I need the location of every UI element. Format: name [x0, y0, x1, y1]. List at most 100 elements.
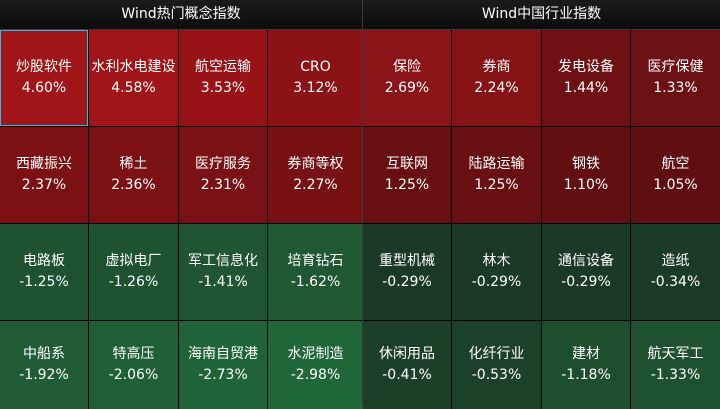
industry-tile-name: 通信设备: [558, 253, 614, 269]
industry-tile-change: 2.69%: [384, 80, 430, 96]
industry-tile[interactable]: 林木 -0.29%: [452, 224, 541, 320]
concept-tile-name: 水泥制造: [287, 346, 344, 362]
industry-tile-name: 航天军工: [647, 346, 704, 362]
concept-tile-change: -1.92%: [19, 367, 69, 383]
industry-tile[interactable]: 休闲用品 -0.41%: [363, 321, 451, 409]
concept-tile-change: 2.37%: [21, 177, 67, 193]
concept-tile[interactable]: 西藏振兴 2.37%: [0, 127, 88, 223]
concept-tile-change: -2.73%: [198, 367, 248, 383]
industry-tile-name: 陆路运输: [468, 156, 525, 172]
concept-tile-name: 航空运输: [195, 59, 251, 75]
concept-tile-name: 电路板: [23, 253, 65, 269]
industry-tile-name: 林木: [482, 253, 511, 269]
concept-tile[interactable]: 海南自贸港 -2.73%: [179, 321, 267, 409]
concept-tile-name: 中船系: [23, 346, 65, 362]
industry-tile-change: 2.24%: [474, 80, 519, 96]
concept-tile-name: 虚拟电厂: [105, 253, 162, 269]
industry-tile-change: -0.29%: [382, 274, 432, 290]
concept-tile-name: 西藏振兴: [16, 156, 72, 172]
concept-tile[interactable]: 炒股软件 4.60%: [0, 30, 88, 126]
concept-tile-change: 4.58%: [111, 80, 156, 96]
concept-tile[interactable]: 特高压 -2.06%: [89, 321, 178, 409]
industry-index-panel: Wind中国行业指数 保险 2.69% 券商 2.24% 发电设备 1.44% 医疗保健 1.…: [363, 0, 720, 409]
concept-tile[interactable]: 军工信息化 -1.41%: [179, 224, 267, 320]
industry-tile[interactable]: 医疗保健 1.33%: [631, 30, 720, 126]
industry-tile[interactable]: 通信设备 -0.29%: [542, 224, 630, 320]
concept-index-title: Wind热门概念指数: [0, 0, 362, 30]
industry-tile-name: 发电设备: [558, 59, 614, 75]
industry-tile-name: 钢铁: [572, 156, 600, 172]
industry-tile[interactable]: 钢铁 1.10%: [542, 127, 630, 223]
industry-tile-change: -0.29%: [561, 274, 611, 290]
industry-tile-name: 化纤行业: [468, 346, 525, 362]
concept-tile-name: 炒股软件: [16, 59, 72, 75]
concept-tile-change: 2.31%: [200, 177, 246, 193]
concept-tile[interactable]: 水利水电建设 4.58%: [89, 30, 178, 126]
concept-tile-change: -1.25%: [19, 274, 69, 290]
concept-tile[interactable]: 水泥制造 -2.98%: [268, 321, 363, 409]
industry-tile[interactable]: 保险 2.69%: [363, 30, 451, 126]
industry-tile-name: 造纸: [661, 253, 690, 269]
concept-index-panel: Wind热门概念指数 炒股软件 4.60% 水利水电建设 4.58% 航空运输 3.53%…: [0, 0, 363, 409]
concept-tile-name: 军工信息化: [188, 253, 258, 269]
industry-tile-change: 1.44%: [563, 80, 609, 96]
industry-tile-name: 休闲用品: [379, 346, 435, 362]
concept-tile-name: 特高压: [112, 346, 155, 362]
industry-tile[interactable]: 造纸 -0.34%: [631, 224, 720, 320]
concept-tile-name: 培育钻石: [287, 253, 344, 269]
industry-tile[interactable]: 化纤行业 -0.53%: [452, 321, 541, 409]
concept-tile[interactable]: 虚拟电厂 -1.26%: [89, 224, 178, 320]
industry-tile-change: 1.10%: [563, 177, 609, 193]
concept-tile[interactable]: CRO 3.12%: [268, 30, 363, 126]
industry-tile-name: 券商: [482, 59, 511, 75]
panel-divider: [362, 0, 363, 405]
concept-tile-change: 2.27%: [293, 177, 338, 193]
industry-tile[interactable]: 互联网 1.25%: [363, 127, 451, 223]
concept-tile[interactable]: 医疗服务 2.31%: [179, 127, 267, 223]
concept-tile[interactable]: 中船系 -1.92%: [0, 321, 88, 409]
industry-tile[interactable]: 券商 2.24%: [452, 30, 541, 126]
concept-tile[interactable]: 培育钻石 -1.62%: [268, 224, 363, 320]
industry-tile-change: -0.29%: [471, 274, 522, 290]
concept-tile-change: -1.41%: [198, 274, 248, 290]
industry-tile-change: 1.25%: [384, 177, 430, 193]
concept-tile-name: CRO: [300, 59, 331, 75]
concept-tile-change: -1.62%: [290, 274, 341, 290]
industry-tile-change: 1.33%: [653, 80, 698, 96]
industry-tile-change: 1.25%: [474, 177, 519, 193]
concept-tile-name: 券商等权: [287, 156, 344, 172]
concept-tile[interactable]: 电路板 -1.25%: [0, 224, 88, 320]
concept-tile-change: 2.36%: [111, 177, 156, 193]
industry-tile-change: -0.41%: [382, 367, 432, 383]
concept-tile-change: 4.60%: [21, 80, 67, 96]
concept-index-grid: 炒股软件 4.60% 水利水电建设 4.58% 航空运输 3.53% CRO 3.12% 西藏振…: [0, 30, 363, 409]
concept-tile-change: -2.98%: [290, 367, 341, 383]
industry-tile-change: -1.33%: [650, 367, 701, 383]
concept-tile[interactable]: 航空运输 3.53%: [179, 30, 267, 126]
industry-tile-name: 保险: [393, 59, 421, 75]
concept-tile-name: 海南自贸港: [188, 346, 258, 362]
industry-tile[interactable]: 建材 -1.18%: [542, 321, 630, 409]
concept-tile-change: 3.12%: [293, 80, 338, 96]
concept-tile-change: 3.53%: [200, 80, 246, 96]
industry-index-grid: 保险 2.69% 券商 2.24% 发电设备 1.44% 医疗保健 1.33% 互联网 1.25%…: [363, 30, 720, 409]
industry-tile-name: 重型机械: [379, 253, 435, 269]
industry-tile-change: -1.18%: [561, 367, 611, 383]
industry-tile-change: -0.53%: [471, 367, 522, 383]
concept-tile[interactable]: 券商等权 2.27%: [268, 127, 363, 223]
concept-tile-name: 稀土: [119, 156, 148, 172]
industry-tile-name: 医疗保健: [647, 59, 704, 75]
concept-tile[interactable]: 稀土 2.36%: [89, 127, 178, 223]
industry-tile[interactable]: 陆路运输 1.25%: [452, 127, 541, 223]
concept-tile-change: -1.26%: [108, 274, 159, 290]
industry-tile[interactable]: 航空 1.05%: [631, 127, 720, 223]
industry-tile[interactable]: 航天军工 -1.33%: [631, 321, 720, 409]
industry-index-title: Wind中国行业指数: [363, 0, 720, 30]
industry-tile-name: 建材: [572, 346, 600, 362]
industry-tile[interactable]: 重型机械 -0.29%: [363, 224, 451, 320]
industry-tile[interactable]: 发电设备 1.44%: [542, 30, 630, 126]
industry-tile-name: 航空: [661, 156, 690, 172]
concept-tile-name: 医疗服务: [195, 156, 251, 172]
industry-tile-name: 互联网: [386, 156, 428, 172]
